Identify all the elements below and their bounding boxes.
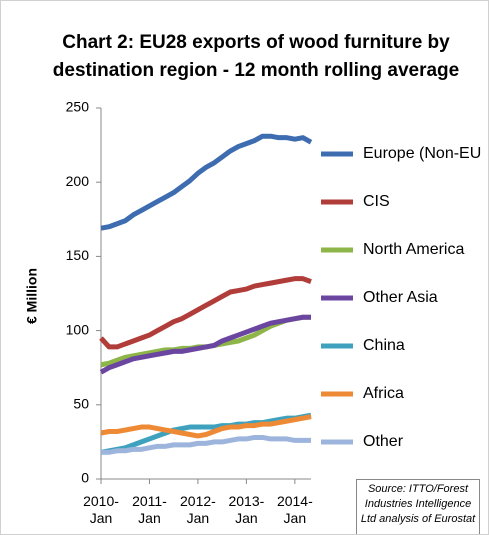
series-line (100, 414, 312, 439)
x-tick-label: 2010-Jan (83, 493, 119, 526)
legend-label: Other Asia (363, 289, 438, 306)
legend-label: China (363, 337, 405, 354)
series-line (99, 314, 311, 375)
series-line (100, 412, 312, 455)
series-line (101, 434, 311, 455)
x-tick-label: 2011-Jan (132, 493, 167, 526)
y-axis-label: € Million (24, 268, 40, 324)
y-tick-label: 250 (66, 99, 90, 115)
legend-label: North America (363, 241, 464, 258)
chart-title: Chart 2: EU28 exports of wood furniture … (62, 32, 450, 53)
y-tick-label: 150 (66, 247, 90, 263)
y-tick-label: 0 (81, 470, 89, 486)
chart-title: destination region - 12 month rolling av… (53, 60, 459, 81)
y-tick-label: 200 (66, 173, 90, 189)
x-tick-label: 2012-Jan (180, 493, 216, 526)
y-tick-label: 50 (73, 396, 89, 412)
x-tick-label: 2013-Jan (228, 493, 265, 526)
legend-label: CIS (363, 193, 390, 210)
x-tick-label: 2014-Jan (276, 493, 313, 526)
source-note: Source: ITTO/Forest Industries Intellige… (356, 479, 480, 534)
legend-label: Other (363, 433, 404, 450)
series-line (99, 276, 312, 350)
legend-label: Africa (363, 385, 404, 402)
y-tick-label: 100 (66, 321, 90, 337)
series-line (100, 133, 313, 231)
legend-label: Europe (Non-EU (363, 145, 481, 162)
